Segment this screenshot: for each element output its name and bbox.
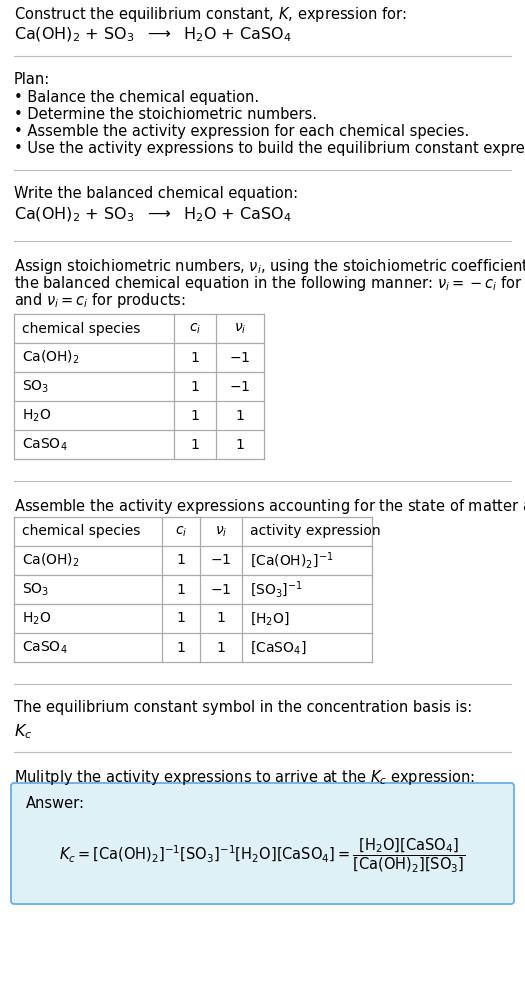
Text: CaSO$_4$: CaSO$_4$ (22, 436, 68, 453)
Text: $-$1: $-$1 (211, 554, 232, 568)
Text: Ca(OH)$_2$: Ca(OH)$_2$ (22, 552, 80, 569)
Text: Ca(OH)$_2$ + SO$_3$  $\longrightarrow$  H$_2$O + CaSO$_4$: Ca(OH)$_2$ + SO$_3$ $\longrightarrow$ H$… (14, 206, 292, 225)
Text: $K_c$: $K_c$ (14, 722, 33, 741)
Text: 1: 1 (176, 612, 185, 626)
Text: $-$1: $-$1 (229, 350, 250, 364)
Text: H$_2$O: H$_2$O (22, 407, 51, 424)
Text: Ca(OH)$_2$ + SO$_3$  $\longrightarrow$  H$_2$O + CaSO$_4$: Ca(OH)$_2$ + SO$_3$ $\longrightarrow$ H$… (14, 26, 292, 44)
Text: Write the balanced chemical equation:: Write the balanced chemical equation: (14, 186, 298, 201)
Text: 1: 1 (216, 641, 225, 655)
Text: the balanced chemical equation in the following manner: $\nu_i = -c_i$ for react: the balanced chemical equation in the fo… (14, 274, 525, 293)
Text: SO$_3$: SO$_3$ (22, 581, 49, 598)
Text: SO$_3$: SO$_3$ (22, 378, 49, 394)
Text: [CaSO$_4$]: [CaSO$_4$] (250, 639, 307, 656)
Text: 1: 1 (236, 437, 245, 451)
Bar (14, 517, 372, 662)
Bar (14, 314, 264, 459)
Text: The equilibrium constant symbol in the concentration basis is:: The equilibrium constant symbol in the c… (14, 700, 472, 715)
Text: 1: 1 (191, 379, 200, 393)
Text: Mulitply the activity expressions to arrive at the $K_c$ expression:: Mulitply the activity expressions to arr… (14, 768, 475, 787)
Text: $\nu_i$: $\nu_i$ (215, 524, 227, 539)
Text: Plan:: Plan: (14, 72, 50, 87)
Text: 1: 1 (176, 583, 185, 597)
Text: CaSO$_4$: CaSO$_4$ (22, 640, 68, 656)
Text: $\nu_i$: $\nu_i$ (234, 321, 246, 335)
Text: • Assemble the activity expression for each chemical species.: • Assemble the activity expression for e… (14, 124, 469, 139)
Text: chemical species: chemical species (22, 321, 140, 335)
Text: [Ca(OH)$_2$]$^{-1}$: [Ca(OH)$_2$]$^{-1}$ (250, 550, 333, 571)
Text: Construct the equilibrium constant, $K$, expression for:: Construct the equilibrium constant, $K$,… (14, 5, 407, 24)
Text: 1: 1 (191, 350, 200, 364)
Text: and $\nu_i = c_i$ for products:: and $\nu_i = c_i$ for products: (14, 291, 186, 310)
Text: $-$1: $-$1 (229, 379, 250, 393)
FancyBboxPatch shape (11, 783, 514, 904)
Text: 1: 1 (216, 612, 225, 626)
Text: $K_c = [\mathrm{Ca(OH)_2}]^{-1}[\mathrm{SO_3}]^{-1}[\mathrm{H_2O}][\mathrm{CaSO_: $K_c = [\mathrm{Ca(OH)_2}]^{-1}[\mathrm{… (59, 836, 466, 874)
Text: 1: 1 (176, 641, 185, 655)
Text: H$_2$O: H$_2$O (22, 611, 51, 627)
Text: [H$_2$O]: [H$_2$O] (250, 610, 289, 627)
Text: activity expression: activity expression (250, 525, 381, 539)
Text: $c_i$: $c_i$ (175, 524, 187, 539)
Text: 1: 1 (236, 408, 245, 422)
Text: • Determine the stoichiometric numbers.: • Determine the stoichiometric numbers. (14, 107, 317, 122)
Text: $c_i$: $c_i$ (189, 321, 201, 335)
Text: $-$1: $-$1 (211, 583, 232, 597)
Text: • Use the activity expressions to build the equilibrium constant expression.: • Use the activity expressions to build … (14, 141, 525, 156)
Text: [SO$_3$]$^{-1}$: [SO$_3$]$^{-1}$ (250, 579, 303, 600)
Text: 1: 1 (191, 437, 200, 451)
Text: • Balance the chemical equation.: • Balance the chemical equation. (14, 90, 259, 105)
Text: Answer:: Answer: (26, 796, 85, 811)
Text: Ca(OH)$_2$: Ca(OH)$_2$ (22, 348, 80, 366)
Text: Assemble the activity expressions accounting for the state of matter and $\nu_i$: Assemble the activity expressions accoun… (14, 497, 525, 516)
Text: chemical species: chemical species (22, 525, 140, 539)
Text: 1: 1 (176, 554, 185, 568)
Text: Assign stoichiometric numbers, $\nu_i$, using the stoichiometric coefficients, $: Assign stoichiometric numbers, $\nu_i$, … (14, 257, 525, 276)
Text: 1: 1 (191, 408, 200, 422)
